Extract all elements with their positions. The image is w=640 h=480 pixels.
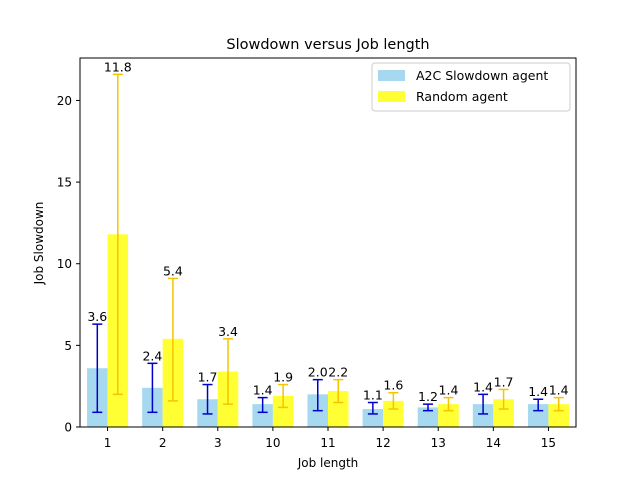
legend-label-a2c: A2C Slowdown agent: [416, 68, 548, 83]
value-label-a2c-11: 2.0: [308, 365, 328, 380]
legend: A2C Slowdown agent Random agent: [371, 62, 571, 112]
x-tick-label-14: 14: [486, 436, 501, 450]
bar-random-12: [383, 400, 404, 427]
value-label-random-10: 1.9: [273, 370, 293, 385]
x-tick-label-13: 13: [431, 436, 446, 450]
value-label-random-15: 1.4: [549, 383, 569, 398]
value-label-a2c-3: 1.7: [198, 370, 218, 385]
y-tick-label-5: 5: [64, 339, 72, 353]
legend-swatch-a2c: [378, 70, 405, 81]
value-label-random-13: 1.4: [439, 383, 459, 398]
x-tick-label-2: 2: [159, 436, 167, 450]
bar-a2c-15: [527, 404, 549, 427]
bar-a2c-10: [252, 404, 273, 427]
value-label-a2c-2: 2.4: [142, 348, 162, 363]
bar-random-15: [548, 404, 569, 427]
x-tick-label-11: 11: [320, 436, 335, 450]
x-axis-label: Job length: [297, 456, 359, 470]
value-label-random-14: 1.7: [494, 374, 514, 389]
legend-box: [371, 62, 571, 112]
x-tick-label-3: 3: [214, 436, 222, 450]
legend-swatch-random: [378, 91, 405, 102]
value-label-a2c-14: 1.4: [473, 379, 493, 394]
bar-random-10: [272, 395, 294, 427]
y-tick-label-20: 20: [57, 94, 72, 108]
bar-random-14: [493, 399, 514, 427]
y-tick-label-10: 10: [57, 257, 72, 271]
error-bars-layer: [92, 73, 564, 415]
value-label-random-12: 1.6: [383, 378, 403, 393]
legend-label-random: Random agent: [416, 89, 508, 104]
value-label-random-3: 3.4: [218, 324, 238, 339]
y-tick-label-15: 15: [57, 176, 72, 190]
value-label-a2c-10: 1.4: [253, 383, 273, 398]
bar-value-labels: 3.62.41.71.42.01.1 1.21.4 1.411.85.43.41.9…: [87, 59, 568, 404]
x-tick-label-1: 1: [104, 436, 112, 450]
y-axis-label: Job Slowdown: [32, 202, 46, 286]
value-label-random-1: 11.8: [104, 59, 132, 74]
chart-title: Slowdown versus Job length: [226, 37, 429, 53]
value-label-a2c-12: 1.1: [363, 388, 383, 403]
x-tick-label-12: 12: [375, 436, 390, 450]
bar-a2c-13: [417, 407, 439, 427]
bars-layer: [87, 234, 569, 427]
value-label-a2c-13: 1.2: [418, 389, 438, 404]
bar-random-11: [328, 391, 349, 427]
x-tick-label-15: 15: [541, 436, 556, 450]
bar-a2c-12: [362, 409, 384, 427]
value-label-random-11: 2.2: [328, 365, 348, 380]
bar-a2c-14: [472, 404, 494, 427]
value-label-random-2: 5.4: [163, 263, 183, 278]
bar-random-13: [438, 404, 459, 427]
value-label-a2c-1: 3.6: [87, 309, 107, 324]
y-tick-label-0: 0: [64, 421, 72, 435]
x-tick-label-10: 10: [265, 436, 280, 450]
value-label-a2c-15: 1.4: [528, 384, 548, 399]
